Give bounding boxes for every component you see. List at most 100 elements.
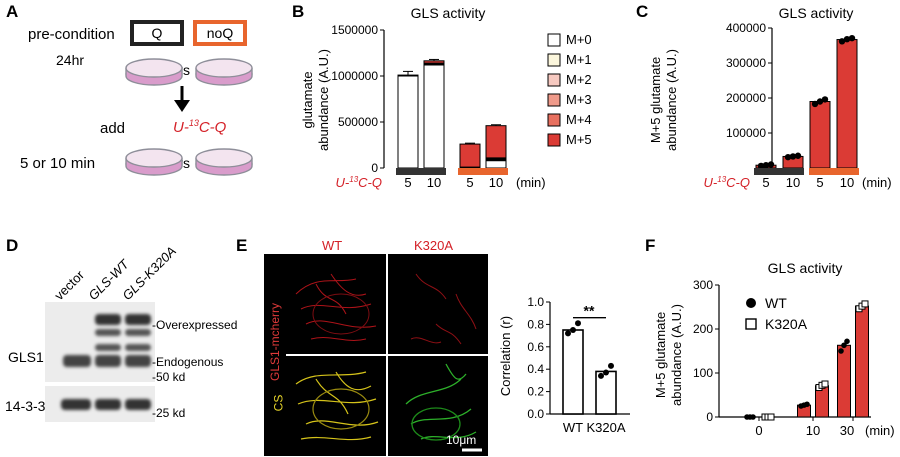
data-point-k320a bbox=[861, 300, 869, 308]
x-tick-label: 5 bbox=[466, 175, 473, 190]
data-point bbox=[575, 320, 581, 327]
legend-marker-k320a bbox=[745, 318, 757, 330]
band-overexpressed bbox=[95, 314, 121, 325]
y-tick-label: 200000 bbox=[726, 91, 766, 105]
panel-label-a: A bbox=[6, 2, 19, 21]
micrograph-grid bbox=[286, 254, 488, 456]
legend-label: M+5 bbox=[566, 132, 592, 147]
data-point bbox=[794, 152, 802, 159]
bar bbox=[836, 39, 858, 169]
add-label: add bbox=[100, 120, 126, 137]
data-point-wt bbox=[804, 401, 810, 408]
column-label-k320a: K320A bbox=[414, 238, 454, 253]
bar-segment-M0 bbox=[397, 75, 419, 169]
lane-label-k320a: GLS-K320A bbox=[119, 243, 180, 303]
data-point bbox=[816, 98, 824, 105]
noq-condition-box: noQ bbox=[193, 20, 247, 46]
data-point bbox=[762, 162, 770, 169]
condition-bar-noq bbox=[809, 168, 859, 175]
panel-label-b: B bbox=[292, 2, 305, 21]
data-point bbox=[608, 362, 614, 369]
x-axis-unit: (min) bbox=[865, 423, 895, 438]
chart-f: GLS activity M+5 glutamate abundance (A.U.… bbox=[653, 260, 895, 438]
data-point bbox=[843, 36, 851, 43]
data-point bbox=[570, 327, 576, 333]
x-tick-label: 10 bbox=[786, 175, 800, 190]
y-axis-label: abundance (A.U.) bbox=[316, 49, 331, 151]
bar bbox=[562, 329, 584, 415]
data-point bbox=[811, 100, 819, 108]
condition-bar-q bbox=[754, 168, 804, 175]
data-point-wt bbox=[844, 338, 850, 345]
band-overexpressed bbox=[125, 344, 151, 351]
band-14-3-3 bbox=[95, 399, 121, 410]
data-point bbox=[757, 162, 765, 170]
y-axis-label: Correlation (r) bbox=[498, 316, 513, 396]
scale-bar-label: 10μm bbox=[446, 433, 477, 447]
y-tick-label: 0 bbox=[706, 410, 713, 424]
data-point bbox=[789, 153, 797, 160]
tracer-label: U-13C-Q bbox=[173, 118, 227, 136]
bar bbox=[809, 101, 831, 169]
bar-segment-M5 bbox=[485, 125, 507, 159]
y-tick-label: 0 bbox=[371, 161, 378, 175]
band-label-overexpressed: -Overexpressed bbox=[152, 318, 238, 332]
x-tick-label: 10 bbox=[427, 175, 441, 190]
data-point bbox=[838, 38, 846, 45]
condition-bar-q bbox=[396, 168, 446, 175]
bar-k320a bbox=[855, 305, 869, 418]
x-tick-label: 10 bbox=[806, 423, 820, 438]
bar-segment-M0 bbox=[423, 64, 445, 169]
data-point bbox=[603, 369, 609, 376]
band-overexpressed bbox=[125, 314, 151, 325]
legend-swatch bbox=[547, 73, 561, 87]
condition-bar-noq bbox=[458, 168, 508, 175]
blot-14-3-3 bbox=[45, 386, 155, 422]
chart-b: GLS activity glutamate abundance (A.U.) 0 50… bbox=[300, 5, 592, 190]
data-point bbox=[767, 161, 775, 168]
bar-segment-M0 bbox=[485, 160, 507, 169]
legend-label: M+3 bbox=[566, 92, 592, 107]
y-axis-label: abundance (A.U.) bbox=[669, 304, 684, 406]
band-14-3-3 bbox=[125, 399, 151, 410]
band-label-endogenous: -Endogenous bbox=[152, 355, 224, 369]
legend-swatch bbox=[547, 93, 561, 107]
y-tick-label: 1500000 bbox=[331, 23, 378, 37]
band-14-3-3 bbox=[61, 399, 91, 410]
y-axis-label: abundance (A.U.) bbox=[664, 49, 679, 151]
mw-marker-50: -50 kd bbox=[152, 370, 186, 384]
data-point-k320a bbox=[767, 413, 775, 421]
dish-icon bbox=[125, 148, 183, 176]
panel-label-f: F bbox=[645, 236, 656, 255]
chart-c: GLS activity M+5 glutamate abundance (A.U.… bbox=[648, 5, 892, 190]
y-tick-label: 100 bbox=[693, 366, 713, 380]
row-label-gls1: GLS1 bbox=[8, 349, 44, 365]
dish-icon bbox=[195, 58, 253, 86]
y-tick-label: 300000 bbox=[726, 56, 766, 70]
row-label-cs: CS bbox=[271, 394, 286, 412]
panel-label-c: C bbox=[636, 2, 649, 21]
y-tick-label: 300 bbox=[693, 278, 713, 292]
precondition-label: pre-condition bbox=[28, 26, 115, 43]
chart-title: GLS activity bbox=[411, 5, 486, 21]
legend-label: M+2 bbox=[566, 72, 592, 87]
x-tick-label: WT bbox=[563, 420, 583, 435]
legend-swatch bbox=[547, 113, 561, 127]
micrograph-wt-mcherry bbox=[295, 273, 377, 341]
x-axis-unit: (min) bbox=[516, 175, 546, 190]
band-endogenous bbox=[95, 355, 121, 367]
data-point bbox=[598, 372, 604, 379]
blot-gls1 bbox=[45, 302, 155, 382]
panel-label-e: E bbox=[236, 236, 248, 255]
dish-icon bbox=[195, 148, 253, 176]
significance-label: ** bbox=[584, 302, 595, 318]
data-point-wt bbox=[841, 342, 847, 349]
y-tick-label: 500000 bbox=[338, 115, 378, 129]
y-tick-label: 0.6 bbox=[527, 340, 544, 354]
band-overexpressed bbox=[125, 329, 151, 336]
legend-marker-wt bbox=[746, 298, 756, 308]
x-tick-label: 10 bbox=[489, 175, 503, 190]
band-overexpressed bbox=[95, 344, 121, 351]
data-point-wt bbox=[838, 348, 844, 354]
legend-swatch bbox=[547, 133, 561, 147]
